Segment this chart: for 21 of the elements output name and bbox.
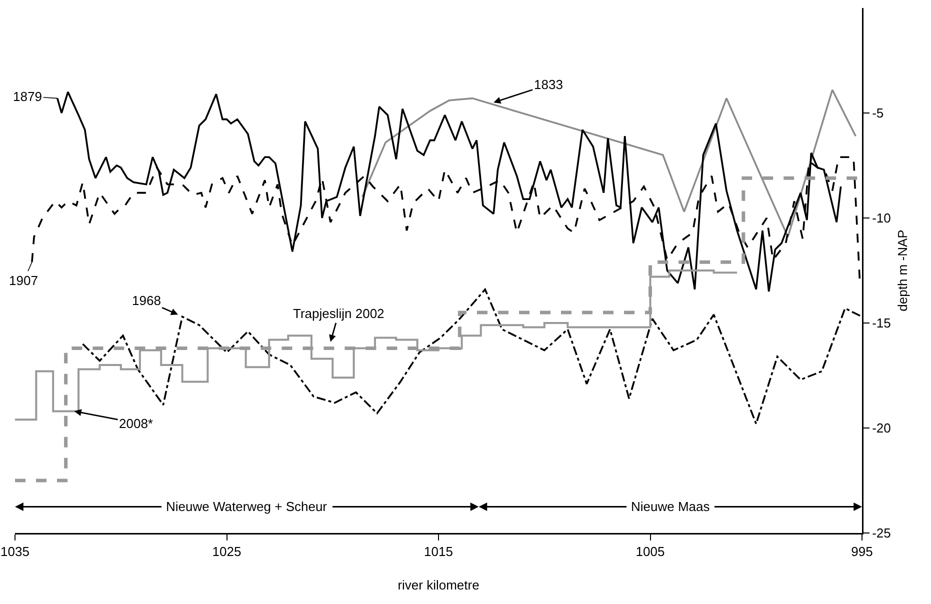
annotation: 2008* bbox=[119, 416, 153, 431]
annotation: Trapjeslijn 2002 bbox=[293, 306, 384, 321]
y-axis-title: depth m -NAP bbox=[895, 230, 910, 312]
y-tick-label: -20 bbox=[872, 420, 891, 436]
annotation: 1907 bbox=[9, 273, 38, 288]
y-tick-label: -15 bbox=[872, 316, 891, 331]
y-tick-label: -5 bbox=[872, 106, 884, 121]
y-tick-label: -25 bbox=[872, 526, 891, 541]
x-tick-label: 1035 bbox=[0, 544, 30, 560]
x-tick-label: 1015 bbox=[424, 544, 453, 560]
x-axis-title: river kilometre bbox=[398, 577, 480, 592]
annotation: 1968 bbox=[132, 293, 161, 308]
annotation: Nieuwe Maas bbox=[631, 499, 710, 514]
annotation: 1833 bbox=[534, 77, 563, 92]
annotation: Nieuwe Waterweg + Scheur bbox=[166, 499, 328, 514]
x-tick-label: 995 bbox=[851, 544, 873, 560]
line-series bbox=[361, 89, 857, 238]
x-tick-label: 1025 bbox=[212, 544, 242, 560]
x-tick-label: 1005 bbox=[636, 544, 665, 560]
y-tick-label: -10 bbox=[872, 210, 891, 226]
annotation: 1879 bbox=[13, 89, 42, 104]
